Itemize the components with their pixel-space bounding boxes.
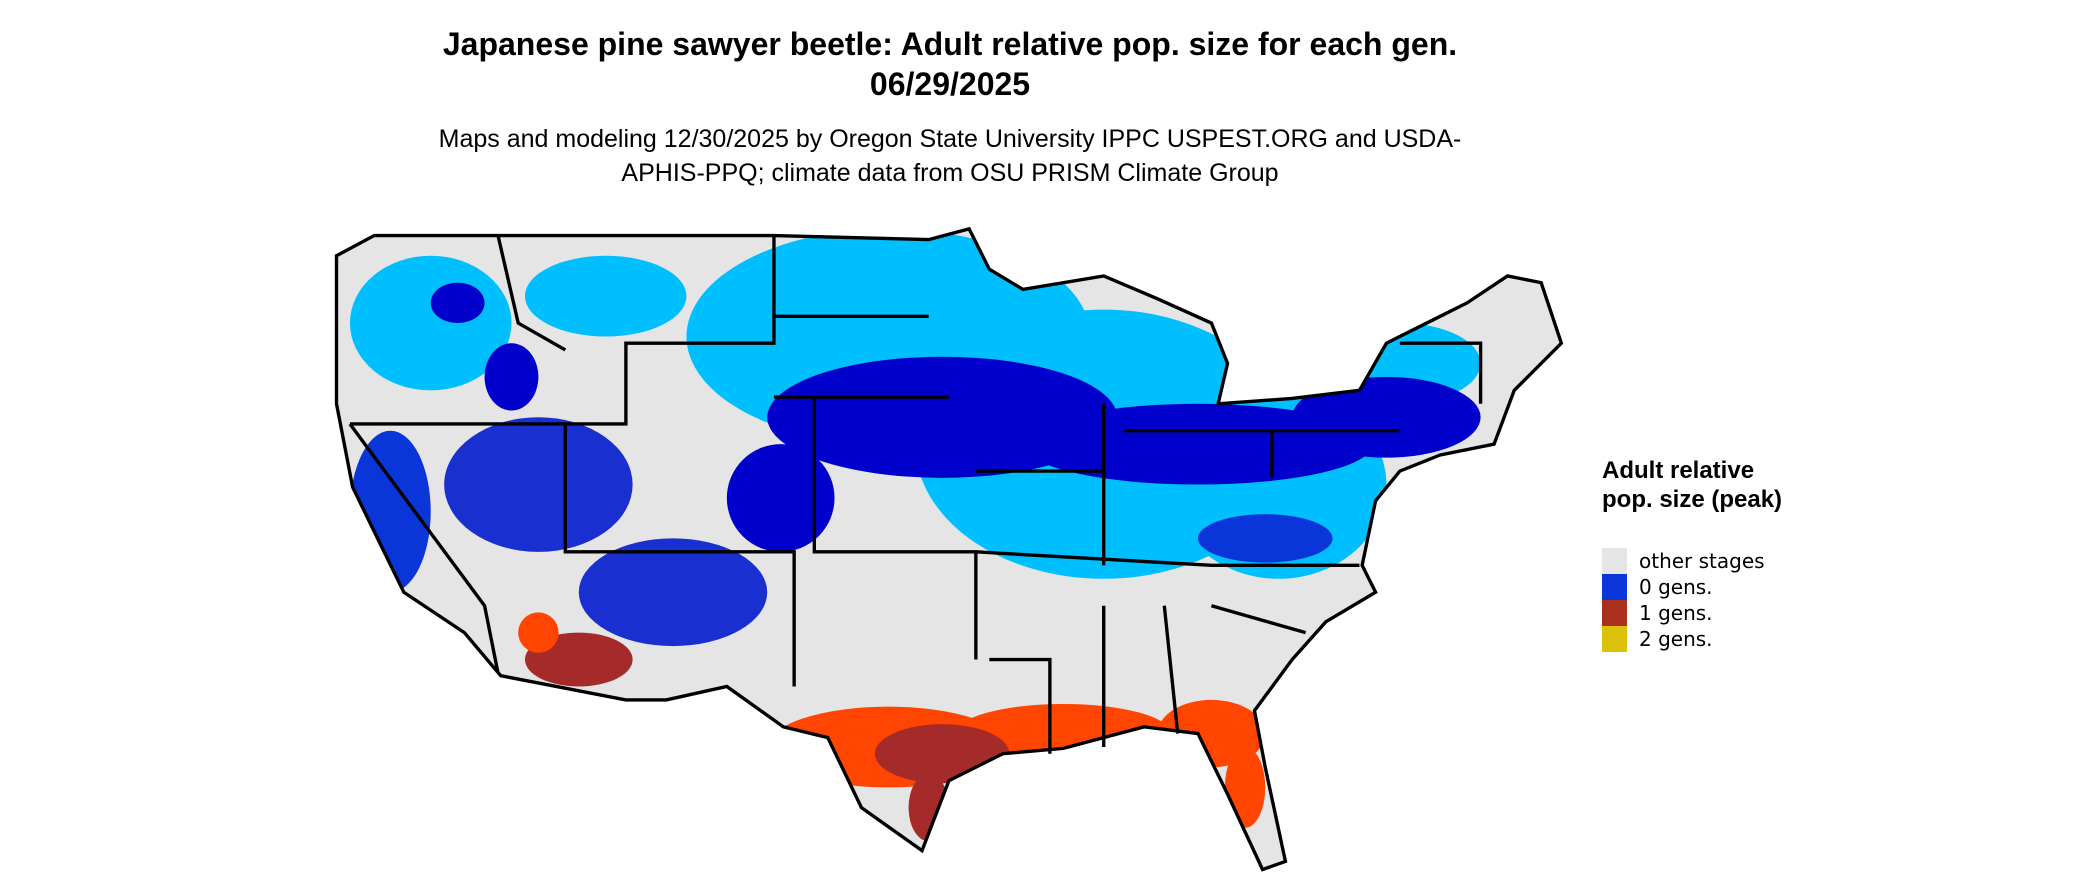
legend-swatch — [1602, 626, 1627, 652]
legend-swatch — [1602, 548, 1627, 574]
legend-label: 1 gens. — [1639, 601, 1713, 625]
legend-item: 2 gens. — [1602, 626, 1765, 652]
legend-label: 2 gens. — [1639, 627, 1713, 651]
legend-swatch — [1602, 574, 1627, 600]
map-subtitle: Maps and modeling 12/30/2025 by Oregon S… — [438, 125, 1462, 187]
map-body — [334, 226, 1564, 872]
legend-swatch — [1602, 600, 1627, 626]
legend-item: 0 gens. — [1602, 574, 1765, 600]
legend-item: 1 gens. — [1602, 600, 1765, 626]
legend-item: other stages — [1602, 548, 1765, 574]
legend-label: other stages — [1639, 549, 1765, 573]
map-title: Japanese pine sawyer beetle: Adult relat… — [442, 26, 1458, 102]
legend-label: 0 gens. — [1639, 575, 1713, 599]
legend-title: Adult relative pop. size (peak) — [1602, 457, 1783, 513]
legend: other stages 0 gens. 1 gens. 2 gens. — [1602, 548, 1765, 652]
